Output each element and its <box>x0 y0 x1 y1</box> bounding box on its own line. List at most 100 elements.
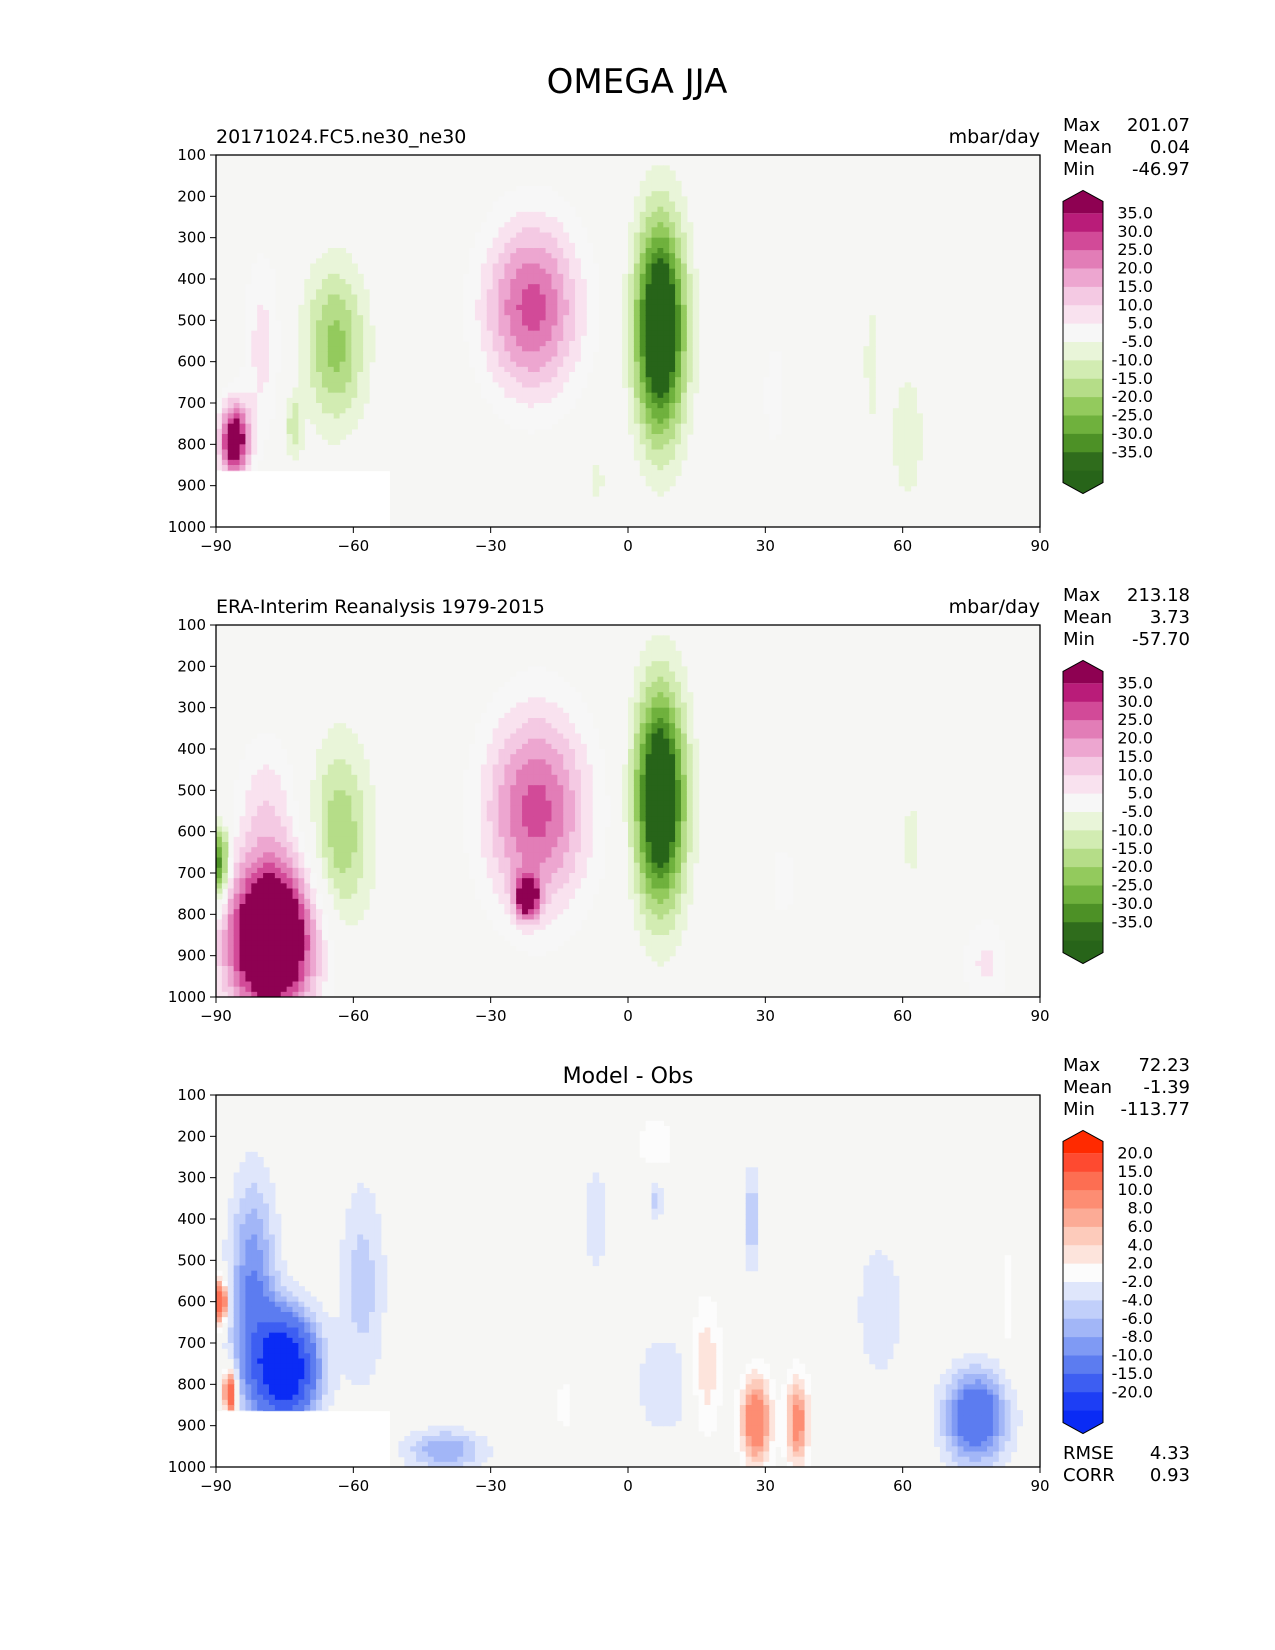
y-tick-label: 200 <box>177 657 206 675</box>
colorbar-swatch <box>1063 793 1103 813</box>
y-tick-label: 100 <box>177 1086 206 1104</box>
panel-title: 20171024.FC5.ne30_ne30 <box>216 126 466 148</box>
colorbar-tick-label: 10.0 <box>1117 1180 1153 1199</box>
x-tick-label: 0 <box>623 537 633 555</box>
colorbar-swatch <box>1063 738 1103 758</box>
colorbar-tick-label: 15.0 <box>1117 277 1153 296</box>
stat-label: Min <box>1063 1099 1095 1120</box>
colorbar-swatch <box>1063 433 1103 453</box>
colorbar-swatch <box>1063 268 1103 288</box>
colorbar: 20.015.010.08.06.04.02.0-2.0-4.0-6.0-8.0… <box>1062 1129 1153 1435</box>
stat-label: Min <box>1063 629 1095 650</box>
x-tick-label: 90 <box>1030 1007 1049 1025</box>
x-tick-label: −90 <box>200 1477 232 1495</box>
y-tick-label: 900 <box>177 947 206 965</box>
colorbar-swatch <box>1063 1392 1103 1412</box>
colorbar-tick-label: 15.0 <box>1117 1162 1153 1181</box>
x-tick-label: 90 <box>1030 1477 1049 1495</box>
y-tick-label: 500 <box>177 1251 206 1269</box>
stat-value: -46.97 <box>1132 159 1190 180</box>
colorbar-tick-label: -35.0 <box>1112 442 1153 461</box>
x-tick-label: 0 <box>623 1007 633 1025</box>
x-tick-label: −60 <box>338 1007 370 1025</box>
colorbar-tick-label: -5.0 <box>1122 332 1153 351</box>
colorbar-tick-label: 4.0 <box>1128 1235 1153 1254</box>
units-label: mbar/day <box>949 596 1040 618</box>
y-tick-label: 900 <box>177 477 206 495</box>
colorbar-swatch <box>1063 903 1103 923</box>
colorbar-swatch <box>1063 1410 1103 1434</box>
y-tick-label: 800 <box>177 1375 206 1393</box>
colorbar-swatch <box>1063 1282 1103 1301</box>
y-tick-label: 800 <box>177 435 206 453</box>
colorbar-swatch <box>1063 775 1103 795</box>
contour-field <box>216 165 923 527</box>
colorbar: 35.030.025.020.015.010.05.0-5.0-10.0-15.… <box>1062 659 1153 965</box>
y-tick-label: 400 <box>177 740 206 758</box>
colorbar-swatch <box>1063 1373 1103 1393</box>
x-tick-label: 0 <box>623 1477 633 1495</box>
y-tick-label: 200 <box>177 187 206 205</box>
colorbar-tick-label: -10.0 <box>1112 1346 1153 1365</box>
colorbar-outline <box>1062 659 1104 965</box>
colorbar-tick-label: -15.0 <box>1112 369 1153 388</box>
colorbar-tick-label: -10.0 <box>1112 350 1153 369</box>
x-tick-label: −30 <box>475 1007 507 1025</box>
stat-label: Max <box>1063 115 1101 136</box>
colorbar-tick-label: -15.0 <box>1112 1364 1153 1383</box>
colorbar-tick-label: -25.0 <box>1112 406 1153 425</box>
colorbar-tick-label: 5.0 <box>1128 314 1153 333</box>
colorbar-swatch <box>1063 378 1103 398</box>
stat-value: 3.73 <box>1150 607 1190 628</box>
colorbar-swatch <box>1063 848 1103 868</box>
stat-value: -1.39 <box>1143 1077 1190 1098</box>
colorbar-swatch <box>1063 1171 1103 1191</box>
stat-value: 213.18 <box>1127 585 1190 606</box>
colorbar-tick-label: -20.0 <box>1112 1382 1153 1401</box>
y-tick-label: 700 <box>177 394 206 412</box>
colorbar-swatch <box>1063 190 1103 214</box>
x-tick-label: 30 <box>756 1477 775 1495</box>
y-tick-label: 600 <box>177 823 206 841</box>
colorbar-swatch <box>1063 1153 1103 1173</box>
x-tick-label: 60 <box>893 537 912 555</box>
colorbar-swatch <box>1063 660 1103 684</box>
y-tick-label: 300 <box>177 229 206 247</box>
colorbar-swatch <box>1063 940 1103 964</box>
x-tick-label: −60 <box>338 1477 370 1495</box>
colorbar: 35.030.025.020.015.010.05.0-5.0-10.0-15.… <box>1062 189 1153 495</box>
colorbar-swatch <box>1063 701 1103 721</box>
colorbar-tick-label: -8.0 <box>1122 1327 1153 1346</box>
x-tick-label: 30 <box>756 537 775 555</box>
colorbar-swatch <box>1063 1190 1103 1209</box>
colorbar-tick-label: 30.0 <box>1117 692 1153 711</box>
colorbar-tick-label: -10.0 <box>1112 820 1153 839</box>
colorbar-outline <box>1062 189 1104 495</box>
colorbar-tick-label: -20.0 <box>1112 387 1153 406</box>
y-tick-label: 400 <box>177 270 206 288</box>
colorbar-swatch <box>1063 830 1103 850</box>
colorbar-tick-label: 10.0 <box>1117 295 1153 314</box>
y-tick-label: 500 <box>177 311 206 329</box>
x-tick-label: −90 <box>200 537 232 555</box>
colorbar-tick-label: 20.0 <box>1117 729 1153 748</box>
colorbar-tick-label: 25.0 <box>1117 240 1153 259</box>
stat-value: 201.07 <box>1127 115 1190 136</box>
stat-label: Mean <box>1063 1077 1112 1098</box>
y-tick-label: 1000 <box>168 988 206 1006</box>
y-tick-label: 900 <box>177 1417 206 1435</box>
y-tick-label: 700 <box>177 1334 206 1352</box>
colorbar-swatch <box>1063 1208 1103 1228</box>
x-tick-label: 60 <box>893 1477 912 1495</box>
stat-value: 72.23 <box>1138 1055 1190 1076</box>
y-tick-label: 400 <box>177 1210 206 1228</box>
colorbar-swatch <box>1063 397 1103 416</box>
colorbar-swatch <box>1063 1263 1103 1283</box>
panel-title: ERA-Interim Reanalysis 1979-2015 <box>216 596 545 618</box>
colorbar-outline <box>1062 1129 1104 1435</box>
colorbar-tick-label: -4.0 <box>1122 1290 1153 1309</box>
colorbar-swatch <box>1063 342 1103 361</box>
colorbar-tick-label: 20.0 <box>1117 1143 1153 1162</box>
